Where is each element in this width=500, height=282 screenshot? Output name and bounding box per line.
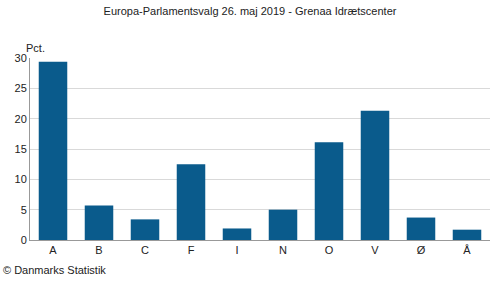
svg-text:15: 15 bbox=[15, 143, 27, 155]
svg-text:Pct.: Pct. bbox=[26, 42, 45, 54]
svg-text:10: 10 bbox=[15, 173, 27, 185]
svg-text:25: 25 bbox=[15, 82, 27, 94]
svg-text:Europa-Parlamentsvalg 26. maj: Europa-Parlamentsvalg 26. maj 2019 - Gre… bbox=[104, 5, 397, 17]
svg-text:V: V bbox=[371, 244, 379, 256]
svg-text:C: C bbox=[141, 244, 149, 256]
svg-text:F: F bbox=[188, 244, 195, 256]
svg-text:5: 5 bbox=[21, 204, 27, 216]
svg-text:A: A bbox=[49, 244, 57, 256]
svg-text:© Danmarks Statistik: © Danmarks Statistik bbox=[3, 264, 106, 276]
svg-text:30: 30 bbox=[15, 52, 27, 64]
svg-text:B: B bbox=[95, 244, 102, 256]
svg-text:I: I bbox=[235, 244, 238, 256]
svg-text:Ø: Ø bbox=[417, 244, 426, 256]
svg-text:20: 20 bbox=[15, 113, 27, 125]
svg-text:Å: Å bbox=[463, 244, 471, 256]
svg-text:O: O bbox=[325, 244, 334, 256]
svg-text:N: N bbox=[279, 244, 287, 256]
svg-text:0: 0 bbox=[21, 234, 27, 246]
